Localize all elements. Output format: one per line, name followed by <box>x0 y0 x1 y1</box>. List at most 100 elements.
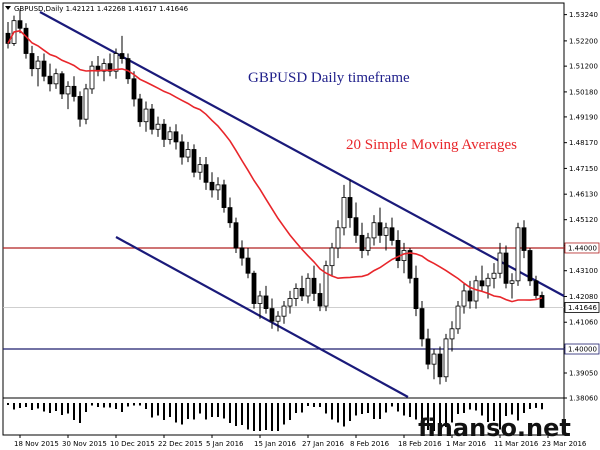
candle-body <box>479 280 485 287</box>
candle-body <box>311 277 317 294</box>
candle <box>257 290 263 319</box>
current-price-tag: 1.41646 <box>564 302 600 313</box>
candle <box>77 91 83 127</box>
chart-annotation-indicator: 20 Simple Moving Averages <box>346 137 517 153</box>
candle-body <box>35 60 41 70</box>
candle <box>503 245 509 289</box>
candle-body <box>353 217 359 236</box>
channel-lower-line <box>115 236 409 398</box>
y-tick-label: 1.43100 <box>569 267 598 275</box>
candle-body <box>443 338 449 378</box>
candle-body <box>185 149 191 158</box>
candle-body <box>323 265 329 307</box>
candle-body <box>113 53 119 72</box>
candle-body <box>371 222 377 239</box>
x-tick-label: 5 Jan 2016 <box>206 440 244 448</box>
candle <box>383 222 389 251</box>
candle-body <box>533 280 539 296</box>
candle <box>335 220 341 259</box>
candle <box>449 321 455 352</box>
candle <box>419 301 425 347</box>
candle <box>521 220 527 259</box>
y-tick-label: 1.46130 <box>569 191 598 199</box>
candle-body <box>467 290 473 302</box>
level-tag-box <box>564 242 600 254</box>
candle-body <box>497 252 503 274</box>
candle <box>23 23 29 59</box>
candle <box>485 273 491 299</box>
candle-body <box>215 184 221 191</box>
candle-body <box>71 85 77 97</box>
candle-body <box>263 295 269 309</box>
candle <box>515 222 521 286</box>
candle-body <box>305 277 311 297</box>
candle <box>107 53 113 77</box>
candle <box>263 285 269 314</box>
moving-average-line <box>7 29 543 303</box>
x-tick-label: 18 Feb 2016 <box>398 440 442 448</box>
candle-body <box>359 234 365 251</box>
y-tick-label: 1.47150 <box>569 165 598 173</box>
candle <box>53 68 59 89</box>
candle-body <box>83 88 89 120</box>
candle <box>29 45 35 77</box>
candle <box>341 184 347 236</box>
candle-body <box>47 75 53 85</box>
candle <box>287 290 293 314</box>
candle <box>461 283 467 314</box>
candle-body <box>383 227 389 236</box>
y-tick-label: 1.49190 <box>569 113 598 121</box>
candle-body <box>407 250 413 279</box>
candle <box>233 217 239 254</box>
candle <box>83 83 89 125</box>
candle-body <box>245 257 251 274</box>
candle <box>191 144 197 178</box>
dropdown-arrow-icon[interactable] <box>5 6 11 10</box>
candle <box>455 301 461 334</box>
candle <box>269 298 275 329</box>
candle <box>293 283 299 307</box>
candle <box>209 172 215 198</box>
x-tick-label: 18 Nov 2015 <box>14 440 59 448</box>
candle <box>89 61 95 94</box>
candle <box>221 179 227 213</box>
candle-body <box>539 295 545 308</box>
candle <box>59 71 65 99</box>
price-tags: 1.44000 1.40000 1.41646 <box>564 242 600 355</box>
candle-body <box>149 108 155 130</box>
candle-body <box>173 131 179 143</box>
y-tick-label: 1.39050 <box>569 369 598 377</box>
candle <box>377 207 383 243</box>
level-tag-label: 1.44000 <box>568 244 597 252</box>
candle <box>185 141 191 163</box>
candle-body <box>317 293 323 307</box>
candle <box>497 242 503 279</box>
candle <box>389 217 395 246</box>
candle <box>371 215 377 246</box>
candle <box>509 273 515 299</box>
y-tick-label: 1.41060 <box>569 319 598 327</box>
candle-body <box>53 73 59 85</box>
candle <box>161 119 167 147</box>
candle-body <box>251 272 257 304</box>
candle-body <box>59 73 65 95</box>
y-tick-label: 1.48170 <box>569 139 598 147</box>
candle-body <box>41 60 47 77</box>
candle <box>407 247 413 284</box>
candle <box>359 222 365 259</box>
candle-body <box>293 287 299 299</box>
candle-body <box>269 308 275 322</box>
candle-body <box>179 141 185 158</box>
y-tick-label: 1.52200 <box>569 37 598 45</box>
candle <box>395 230 401 269</box>
candle-body <box>101 63 107 72</box>
candle-body <box>65 85 71 95</box>
candle-body <box>299 287 305 297</box>
candle <box>41 53 47 82</box>
candle-body <box>23 27 29 54</box>
symbol-header: GBPUSD,Daily 1.42121 1.42268 1.41617 1.4… <box>14 5 189 13</box>
candle-body <box>221 184 227 208</box>
candle-body <box>449 328 455 340</box>
candle-body <box>197 164 203 173</box>
